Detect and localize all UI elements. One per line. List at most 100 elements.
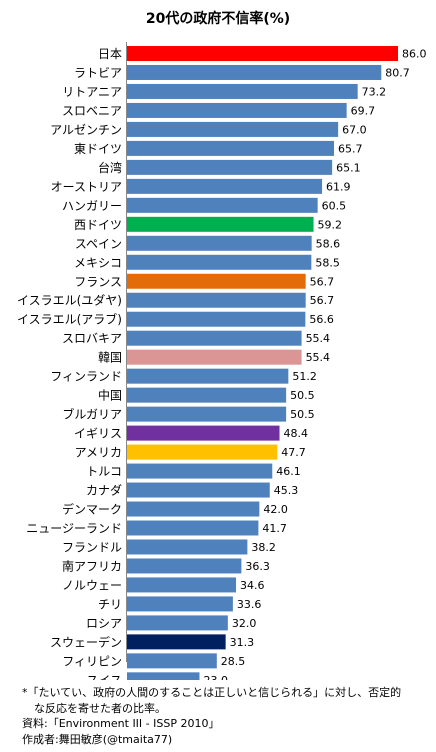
bar (127, 672, 200, 680)
bar (127, 615, 228, 631)
value-label: 50.5 (290, 389, 315, 402)
value-label: 23.0 (203, 674, 228, 680)
bar (127, 311, 306, 327)
value-label: 42.0 (263, 503, 288, 516)
category-label: チリ (98, 597, 122, 611)
bar-chart: 日本 86.0 ラトビア 80.7 リトアニア 73.2 スロベニア 69.7 アルゼンチン 67… (17, 42, 427, 680)
source-credit: 資料:「Environment III - ISSP 2010」 (22, 717, 220, 730)
category-label: スロバキア (62, 332, 122, 346)
value-label: 65.7 (338, 142, 363, 155)
bar (127, 235, 312, 251)
value-label: 28.5 (221, 655, 246, 668)
value-label: 51.2 (292, 370, 317, 383)
bar (127, 197, 318, 213)
value-label: 46.1 (276, 465, 301, 478)
bar (127, 83, 358, 99)
bar (127, 501, 260, 517)
bar (127, 653, 217, 669)
category-label: スウェーデン (50, 634, 122, 649)
value-label: 41.7 (262, 522, 287, 535)
category-label: デンマーク (62, 502, 122, 517)
value-label: 56.6 (309, 313, 334, 326)
value-label: 65.1 (336, 161, 361, 174)
bar (127, 159, 333, 175)
bar (127, 254, 312, 270)
category-label: メキシコ (74, 256, 122, 270)
bar (127, 444, 278, 460)
category-label: スペイン (75, 237, 122, 251)
category-label: 西ドイツ (74, 218, 122, 232)
category-label: 南アフリカ (62, 558, 122, 573)
value-label: 59.2 (318, 218, 343, 231)
bar (127, 64, 382, 80)
bar (127, 558, 242, 574)
category-label: 東ドイツ (74, 142, 122, 156)
category-label: イギリス (74, 427, 122, 441)
author-credit: 作成者:舞田敏彦(@tmaita77) (22, 732, 173, 746)
value-label: 60.5 (322, 199, 347, 212)
value-label: 73.2 (362, 85, 387, 98)
value-label: 55.4 (306, 332, 331, 345)
value-label: 55.4 (306, 351, 331, 364)
bar (127, 292, 306, 308)
value-label: 33.6 (237, 598, 262, 611)
category-label: ノルウェー (62, 578, 122, 592)
value-label: 38.2 (251, 541, 276, 554)
category-label: フィンランド (50, 370, 122, 384)
value-label: 31.3 (230, 636, 255, 649)
bar (127, 349, 302, 365)
value-label: 67.0 (342, 123, 367, 136)
category-label: ハンガリー (62, 199, 122, 213)
chart-title: 20代の政府不信率(%) (145, 11, 291, 27)
bar (127, 121, 339, 137)
bar (127, 520, 259, 536)
category-label: カナダ (86, 483, 122, 498)
value-label: 80.7 (385, 66, 410, 79)
bar (127, 46, 398, 61)
bar (127, 482, 270, 498)
category-label: スロベニア (62, 104, 122, 118)
bar (127, 634, 226, 650)
category-label: ニュージーランド (26, 522, 122, 536)
bar (127, 539, 248, 555)
bar (127, 463, 273, 479)
category-label: リトアニア (62, 85, 122, 99)
category-label: 韓国 (98, 351, 122, 365)
category-label: 日本 (98, 47, 122, 61)
category-label: トルコ (86, 465, 122, 479)
footnote-line-2: な反応を寄せた者の比率。 (34, 701, 166, 715)
bar (127, 178, 323, 194)
bar (127, 140, 335, 156)
category-label: ロシア (86, 616, 122, 630)
category-label: アルゼンチン (50, 123, 122, 137)
category-label: フランドル (62, 540, 122, 554)
footnote-line-1: *「たいてい、政府の人間のすることは正しいと信じられる」に対し、否定的 (22, 686, 402, 699)
category-label: イスラエル(アラブ) (17, 312, 122, 327)
value-label: 58.6 (316, 237, 341, 250)
bar (127, 330, 302, 346)
category-label: フランス (74, 275, 122, 289)
value-label: 61.9 (326, 180, 351, 193)
value-label: 58.5 (315, 256, 340, 269)
category-label: 中国 (98, 388, 122, 403)
bar (127, 102, 347, 118)
category-label: ラトビア (74, 66, 122, 80)
bar (127, 387, 287, 403)
value-label: 69.7 (351, 104, 376, 117)
bar (127, 577, 237, 593)
value-label: 86.0 (402, 48, 427, 61)
category-label: ブルガリア (62, 407, 122, 422)
value-label: 32.0 (232, 617, 257, 630)
bar (127, 596, 233, 612)
bar (127, 273, 306, 289)
category-label: 台湾 (98, 160, 122, 175)
bar (127, 425, 280, 441)
value-label: 48.4 (284, 427, 309, 440)
value-label: 36.3 (245, 560, 270, 573)
bars-layer: 日本 86.0 ラトビア 80.7 リトアニア 73.2 スロベニア 69.7 アルゼンチン 67… (17, 46, 427, 680)
notes: *「たいてい、政府の人間のすることは正しいと信じられる」に対し、否定的 な反応を… (22, 685, 422, 747)
value-label: 45.3 (274, 484, 299, 497)
category-label: オーストリア (51, 180, 122, 194)
value-label: 47.7 (281, 446, 306, 459)
value-label: 50.5 (290, 408, 315, 421)
